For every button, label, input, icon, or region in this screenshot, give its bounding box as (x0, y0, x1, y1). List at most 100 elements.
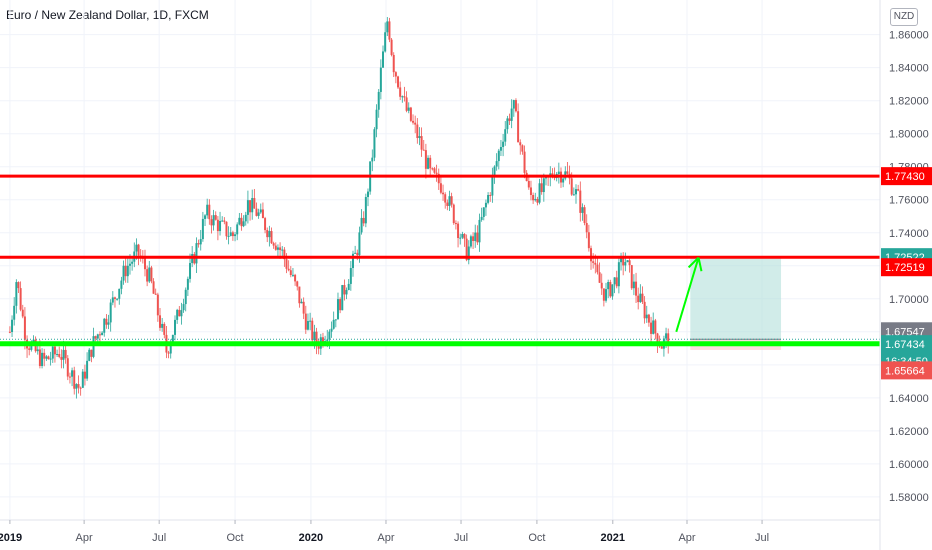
candle-body (403, 96, 406, 98)
candle-body (647, 314, 650, 323)
candle-body (236, 224, 239, 235)
candle-body (435, 172, 438, 174)
y-tick-label: 1.82000 (889, 96, 929, 108)
candle-body (392, 54, 395, 73)
candle-body (542, 178, 545, 193)
candle-body (609, 281, 612, 297)
candle-body (306, 321, 309, 330)
candle-body (587, 232, 590, 249)
candle-body (186, 278, 189, 290)
candle-body (126, 265, 129, 277)
candle-body (242, 221, 245, 227)
candle-body (622, 258, 625, 266)
candle-body (152, 281, 155, 294)
candle-body (590, 248, 593, 262)
candle-body (204, 215, 207, 219)
x-tick-label: 2019 (0, 532, 22, 544)
y-tick-label: 1.76000 (889, 195, 929, 207)
candle-body (180, 310, 183, 317)
candle-body (77, 384, 80, 388)
candle-body (388, 21, 391, 40)
candle-body (394, 72, 397, 77)
candle-body (184, 289, 187, 305)
candle-body (249, 200, 252, 213)
candle-body (148, 267, 151, 282)
candle-body (21, 309, 24, 317)
candle-body (159, 315, 161, 328)
candle-body (43, 352, 46, 359)
candle-body (437, 173, 440, 184)
candle-body (315, 331, 318, 347)
candle-body (240, 217, 243, 227)
candle-body (264, 218, 267, 231)
candle-body (660, 346, 663, 349)
candle-body (261, 209, 264, 219)
y-tick-label: 1.70000 (889, 294, 929, 306)
candle-body (206, 204, 209, 216)
x-tick-label: Jul (454, 532, 468, 544)
candle-body (131, 261, 134, 264)
candle-body (641, 293, 644, 302)
x-tick-label: 2021 (601, 532, 625, 544)
candle-body (386, 21, 389, 33)
arrow-head (687, 256, 700, 269)
candle-body (459, 237, 462, 239)
candle-body (47, 356, 50, 360)
candle-body (536, 198, 539, 203)
y-tick-label: 1.74000 (889, 228, 929, 240)
candle-body (493, 166, 496, 176)
candle-body (60, 356, 63, 360)
candle-body (336, 299, 339, 320)
candle-body (439, 183, 442, 193)
y-tick-label: 1.86000 (889, 30, 929, 42)
candle-body (38, 349, 41, 366)
candle-body (607, 281, 610, 290)
candle-body (620, 258, 623, 263)
candle-body (581, 207, 584, 213)
candle-body (422, 149, 425, 151)
candle-body (446, 202, 449, 206)
candle-body (341, 285, 344, 311)
candle-body (96, 334, 99, 339)
x-tick-label: Oct (528, 532, 545, 544)
candle-body (409, 107, 412, 121)
candle-body (367, 191, 369, 198)
candle-body (654, 320, 657, 334)
candle-body (109, 302, 112, 323)
candle-body (598, 272, 601, 283)
candle-body (122, 265, 125, 281)
candle-body (482, 207, 485, 217)
currency-badge[interactable]: NZD (890, 8, 918, 26)
candle-body (463, 233, 466, 239)
candle-body (444, 194, 447, 203)
candle-body (156, 294, 159, 316)
candle-body (137, 244, 140, 256)
candle-body (508, 118, 511, 121)
candle-body (92, 336, 95, 357)
candle-body (23, 316, 26, 340)
candle-body (154, 293, 157, 295)
candle-body (83, 371, 86, 379)
candle-body (253, 198, 256, 209)
candle-body (45, 356, 48, 359)
candle-body (487, 195, 490, 203)
candle-body (617, 262, 620, 287)
candle-body (334, 319, 337, 321)
candle-body (298, 286, 301, 304)
candle-body (652, 320, 655, 334)
candle-body (583, 207, 586, 224)
candle-body (645, 314, 648, 319)
candle-body (227, 235, 230, 237)
candle-body (630, 265, 633, 289)
candle-body (291, 274, 294, 276)
candle-body (506, 118, 509, 130)
candle-body (665, 333, 668, 339)
candle-body (276, 247, 279, 250)
candle-body (461, 233, 464, 238)
candle-body (592, 261, 595, 263)
candle-body (169, 343, 172, 354)
candle-body (244, 214, 247, 222)
y-tick-label: 1.60000 (889, 459, 929, 471)
candle-body (362, 217, 365, 224)
